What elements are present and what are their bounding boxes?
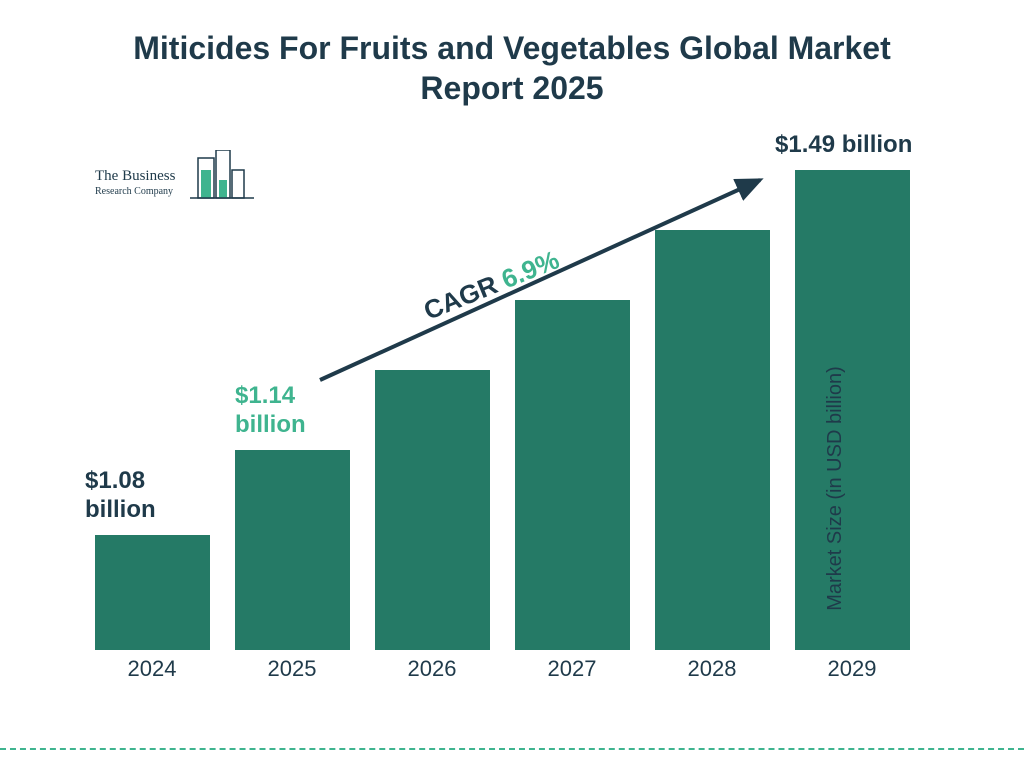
bar-chart: 2024 2025 2026 2027 2028 2029 $1.08 bill… (80, 150, 920, 680)
trend-arrow-icon (80, 150, 920, 680)
y-axis-label: Market Size (in USD billion) (824, 366, 847, 611)
chart-title: Miticides For Fruits and Vegetables Glob… (0, 28, 1024, 108)
footer-divider (0, 748, 1024, 750)
